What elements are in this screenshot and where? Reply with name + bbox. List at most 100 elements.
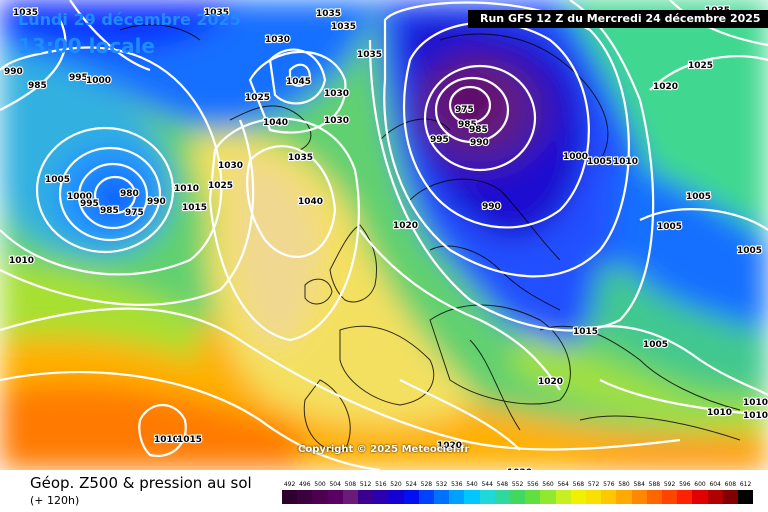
- scale-swatch: [616, 490, 632, 504]
- pressure-label: 1010: [613, 157, 638, 167]
- scale-tick-label: 568: [572, 481, 585, 488]
- scale-swatch: [570, 490, 586, 504]
- scale-swatch: [677, 490, 693, 504]
- scale-swatch: [418, 490, 434, 504]
- pressure-label: 1030: [265, 35, 290, 45]
- pressure-label: 985: [458, 120, 477, 130]
- scale-tick-label: 588: [648, 481, 661, 488]
- pressure-label: 995: [69, 73, 88, 83]
- pressure-label: 975: [455, 105, 474, 115]
- pressure-label: 1000: [563, 152, 588, 162]
- pressure-label: 990: [147, 197, 166, 207]
- scale-tick-label: 564: [557, 481, 569, 488]
- scale-swatch: [738, 490, 754, 504]
- pressure-label: 985: [28, 81, 47, 91]
- pressure-label: 1020: [653, 82, 678, 92]
- pressure-label: 1030: [324, 89, 349, 99]
- pressure-label: 1025: [208, 181, 233, 191]
- scale-tick-label: 600: [694, 481, 706, 488]
- forecast-local-time: 13:00 locale: [18, 34, 155, 58]
- pressure-label: 1025: [688, 61, 713, 71]
- scale-tick-label: 512: [359, 481, 372, 488]
- scale-swatch: [540, 490, 556, 504]
- pressure-label: 1010: [743, 398, 768, 408]
- pressure-label: 1005: [587, 157, 612, 167]
- pressure-label: 1035: [13, 8, 38, 18]
- pressure-label: 980: [120, 189, 139, 199]
- map-canvas: 1035990985995100010351030103510351035104…: [0, 0, 768, 470]
- scale-swatch: [479, 490, 495, 504]
- scale-tick-label: 548: [496, 481, 509, 488]
- model-run-banner: Run GFS 12 Z du Mercredi 24 décembre 202…: [468, 10, 768, 28]
- pressure-label: 1040: [263, 118, 288, 128]
- pressure-label: 1035: [316, 9, 341, 19]
- scale-swatch: [282, 490, 298, 504]
- pressure-label: 975: [125, 208, 144, 218]
- scale-swatch: [601, 490, 617, 504]
- pressure-label: 1010: [9, 256, 34, 266]
- scale-tick-label: 584: [633, 481, 645, 488]
- pressure-label: 1005: [737, 246, 762, 256]
- scale-swatch: [358, 490, 374, 504]
- pressure-label: 1030: [324, 116, 349, 126]
- scale-swatch: [631, 490, 647, 504]
- pressure-label: 1030: [218, 161, 243, 171]
- pressure-label: 995: [80, 199, 99, 209]
- scale-swatch: [464, 490, 480, 504]
- scale-tick-label: 520: [390, 481, 402, 488]
- scale-swatch: [312, 490, 328, 504]
- legend-subtitle: (+ 120h): [30, 494, 80, 507]
- pressure-label: 990: [470, 138, 489, 148]
- pressure-label: 990: [4, 67, 23, 77]
- scale-swatch: [586, 490, 602, 504]
- copyright-notice: Copyright © 2025 Meteociel.fr: [298, 444, 470, 455]
- pressure-label: 1000: [67, 192, 92, 202]
- scale-tick-label: 524: [405, 481, 417, 488]
- scale-tick-label: 604: [709, 481, 721, 488]
- pressure-label: 985: [469, 125, 488, 135]
- pressure-label: 1035: [204, 8, 229, 18]
- pressure-label: 1005: [643, 340, 668, 350]
- scale-tick-label: 516: [375, 481, 387, 488]
- scale-tick-label: 532: [435, 481, 448, 488]
- scale-tick-label: 528: [420, 481, 433, 488]
- scale-swatch: [403, 490, 419, 504]
- scale-swatch: [722, 490, 738, 504]
- pressure-label: 1020: [507, 468, 532, 470]
- scale-tick-label: 612: [739, 481, 752, 488]
- scale-swatch: [707, 490, 723, 504]
- scale-tick-label: 544: [481, 481, 493, 488]
- scale-swatch: [692, 490, 708, 504]
- scale-tick-label: 608: [724, 481, 737, 488]
- scale-tick-label: 556: [527, 481, 539, 488]
- pressure-label: 1020: [538, 377, 563, 387]
- scale-tick-label: 560: [542, 481, 554, 488]
- pressure-label: 1020: [393, 221, 418, 231]
- scale-swatch: [494, 490, 510, 504]
- pressure-label: 1000: [86, 76, 111, 86]
- coastlines: [119, 24, 741, 452]
- isobars: [0, 0, 768, 470]
- weather-map: 1035 990 985 995 1000 1035 1030 1035 1035 1035 104…: [0, 0, 768, 470]
- scale-tick-label: 540: [466, 481, 478, 488]
- scale-tick-label: 552: [511, 481, 524, 488]
- scale-tick-label: 496: [299, 481, 311, 488]
- pressure-label: 1045: [286, 77, 311, 87]
- forecast-date: Lundi 29 décembre 2025: [18, 10, 241, 29]
- scale-tick-label: 592: [663, 481, 676, 488]
- pressure-label: 1025: [245, 93, 270, 103]
- scale-tick-label: 492: [283, 481, 296, 488]
- scale-swatch: [434, 490, 450, 504]
- pressure-label: 990: [482, 202, 501, 212]
- pressure-label: 1015: [177, 435, 202, 445]
- scale-swatch: [388, 490, 404, 504]
- scale-swatch: [373, 490, 389, 504]
- pressure-label: 1010: [154, 435, 179, 445]
- scale-swatch: [510, 490, 526, 504]
- scale-tick-label: 580: [618, 481, 630, 488]
- scale-swatch: [646, 490, 662, 504]
- scale-tick-label: 572: [587, 481, 600, 488]
- color-scale: 492 496 500 504 508 512 516 520 524 528 532 536 540 5…: [282, 481, 754, 507]
- pressure-label: 1020: [437, 441, 462, 451]
- legend-title: Géop. Z500 & pression au sol: [30, 474, 252, 492]
